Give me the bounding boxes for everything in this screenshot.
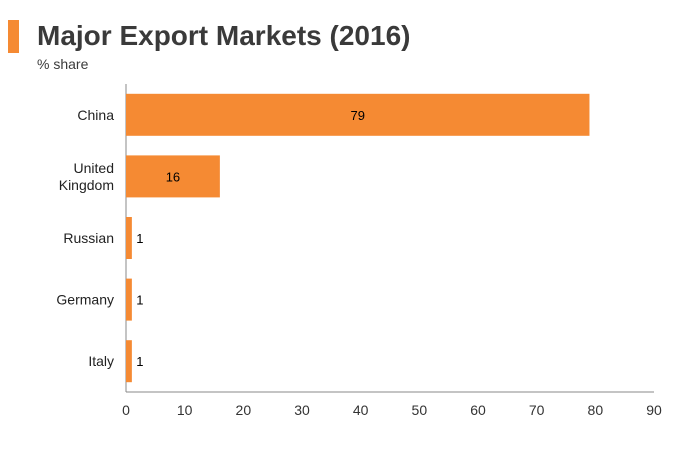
category-label: Russian [63, 230, 114, 246]
x-tick-label: 80 [588, 402, 604, 418]
category-label: Italy [88, 353, 114, 369]
data-label: 1 [136, 231, 143, 246]
chart-title: Major Export Markets (2016) [37, 20, 411, 51]
bar [126, 278, 132, 321]
x-tick-label: 0 [122, 402, 130, 418]
x-tick-label: 60 [470, 402, 486, 418]
category-label: United [74, 160, 114, 176]
title-accent-bar [8, 20, 19, 53]
x-tick-label: 90 [646, 402, 662, 418]
x-tick-label: 50 [412, 402, 428, 418]
data-label: 79 [350, 108, 364, 123]
x-tick-label: 70 [529, 402, 545, 418]
category-label: Germany [56, 292, 114, 308]
bar [126, 340, 132, 383]
category-label: Kingdom [59, 177, 114, 193]
bar [126, 155, 220, 198]
data-label: 1 [136, 354, 143, 369]
data-label: 16 [166, 169, 180, 184]
x-tick-label: 20 [236, 402, 252, 418]
category-label: China [77, 107, 114, 123]
data-label: 1 [136, 293, 143, 308]
bar [126, 93, 590, 136]
x-tick-label: 40 [353, 402, 369, 418]
chart-subtitle: % share [37, 56, 89, 72]
x-tick-label: 10 [177, 402, 193, 418]
x-tick-label: 30 [294, 402, 310, 418]
bar [126, 217, 132, 259]
